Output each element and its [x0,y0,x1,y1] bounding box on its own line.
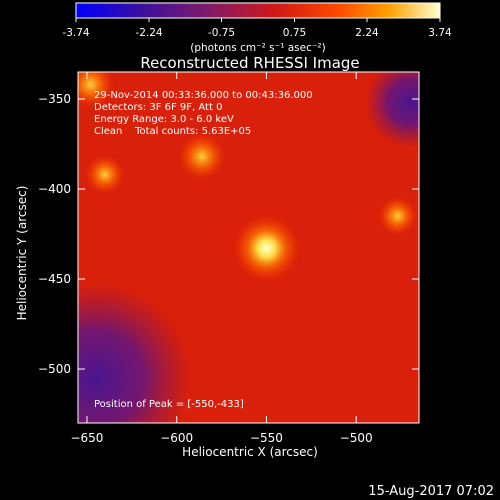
annotation-energy-range: Energy Range: 3.0 - 6.0 keV [94,114,234,125]
footer-timestamp: 15-Aug-2017 07:02 [368,484,494,499]
x-tick-label: −500 [340,431,373,445]
colorbar-tick-label: 3.74 [428,27,452,39]
colorbar-unit-label: (photons cm⁻² s⁻¹ asec⁻²) [190,42,325,54]
colorbar-tick-label: 2.24 [355,27,379,39]
colorbar-ticks: -3.74 -2.24 -0.75 0.75 2.24 3.74 [62,18,452,39]
annotation-detectors: Detectors: 3F 6F 9F, Att 0 [94,102,222,113]
colorbar-tick-label: 0.75 [283,27,306,39]
emission-source [78,72,115,109]
dim-region [78,283,191,423]
y-tick-label: −350 [38,92,71,106]
x-axis-label: Heliocentric X (arcsec) [182,445,318,459]
y-tick-label: −500 [38,362,71,376]
emission-source [377,196,418,236]
annotation-time-range: 29-Nov-2014 00:33:36.000 to 00:43:36.000 [94,90,313,101]
y-tick-label: −450 [38,272,71,286]
colorbar: -3.74 -2.24 -0.75 0.75 2.24 3.74 (photons cm⁻… [62,2,452,54]
peak-position-label: Position of Peak = [-550,-433] [94,399,244,410]
x-tick-label: −550 [250,431,283,445]
annotation-block: 29-Nov-2014 00:33:36.000 to 00:43:36.000… [94,90,313,137]
emission-source [84,154,125,195]
x-tick-label: −650 [70,431,103,445]
image-area [78,72,419,423]
colorbar-gradient [75,2,441,19]
y-axis-label: Heliocentric Y (arcsec) [15,186,29,321]
y-axis-ticks: −350 −400 −450 −500 [38,92,419,376]
emission-blobs [78,72,419,423]
x-tick-label: −600 [160,431,193,445]
emission-source [177,132,226,181]
y-tick-label: −400 [38,182,71,196]
plot-frame [77,71,420,424]
emission-source [232,214,301,283]
x-axis-ticks: −650 −600 −550 −500 [70,72,373,445]
chart-title: Reconstructed RHESSI Image [140,54,359,72]
colorbar-tick-label: -2.24 [135,27,162,39]
dim-region [365,72,419,148]
colorbar-tick-label: -3.74 [62,27,89,39]
annotation-clean-counts: Clean Total counts: 5.63E+05 [94,126,251,137]
colorbar-tick-label: -0.75 [208,27,235,39]
